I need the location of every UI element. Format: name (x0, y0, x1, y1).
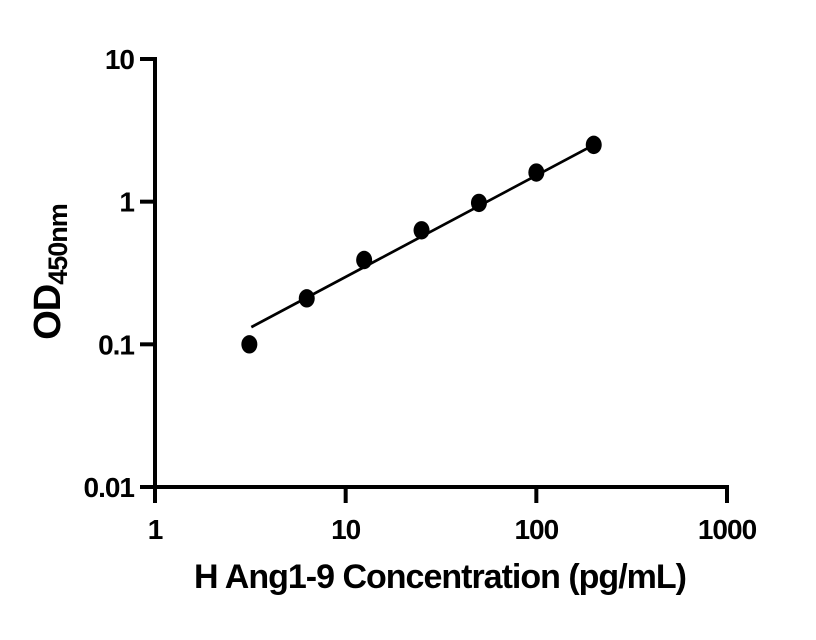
data-point-1 (241, 335, 258, 354)
y-tick-label-1: 1 (119, 187, 134, 218)
y-tick-label-0.1: 0.1 (98, 329, 134, 360)
x-axis-title: H Ang1-9 Concentration (pg/mL) (194, 558, 687, 596)
y-tick-label-10: 10 (105, 44, 135, 75)
x-tick-label-100: 100 (514, 514, 558, 545)
data-point-2 (298, 289, 315, 308)
data-point-6 (528, 163, 545, 182)
y-axis-title: OD450nm (22, 162, 74, 382)
x-tick-label-10: 10 (331, 514, 361, 545)
y-axis-title-main: OD (27, 284, 69, 340)
data-point-4 (413, 221, 430, 240)
data-point-7 (585, 135, 602, 155)
data-point-3 (356, 250, 373, 270)
y-axis-title-subscript: 450nm (43, 204, 73, 285)
y-tick-label-0.01: 0.01 (84, 472, 135, 503)
x-tick-label-1: 1 (148, 514, 163, 545)
x-tick-label-1000: 1000 (698, 514, 757, 545)
data-point-5 (470, 193, 487, 213)
